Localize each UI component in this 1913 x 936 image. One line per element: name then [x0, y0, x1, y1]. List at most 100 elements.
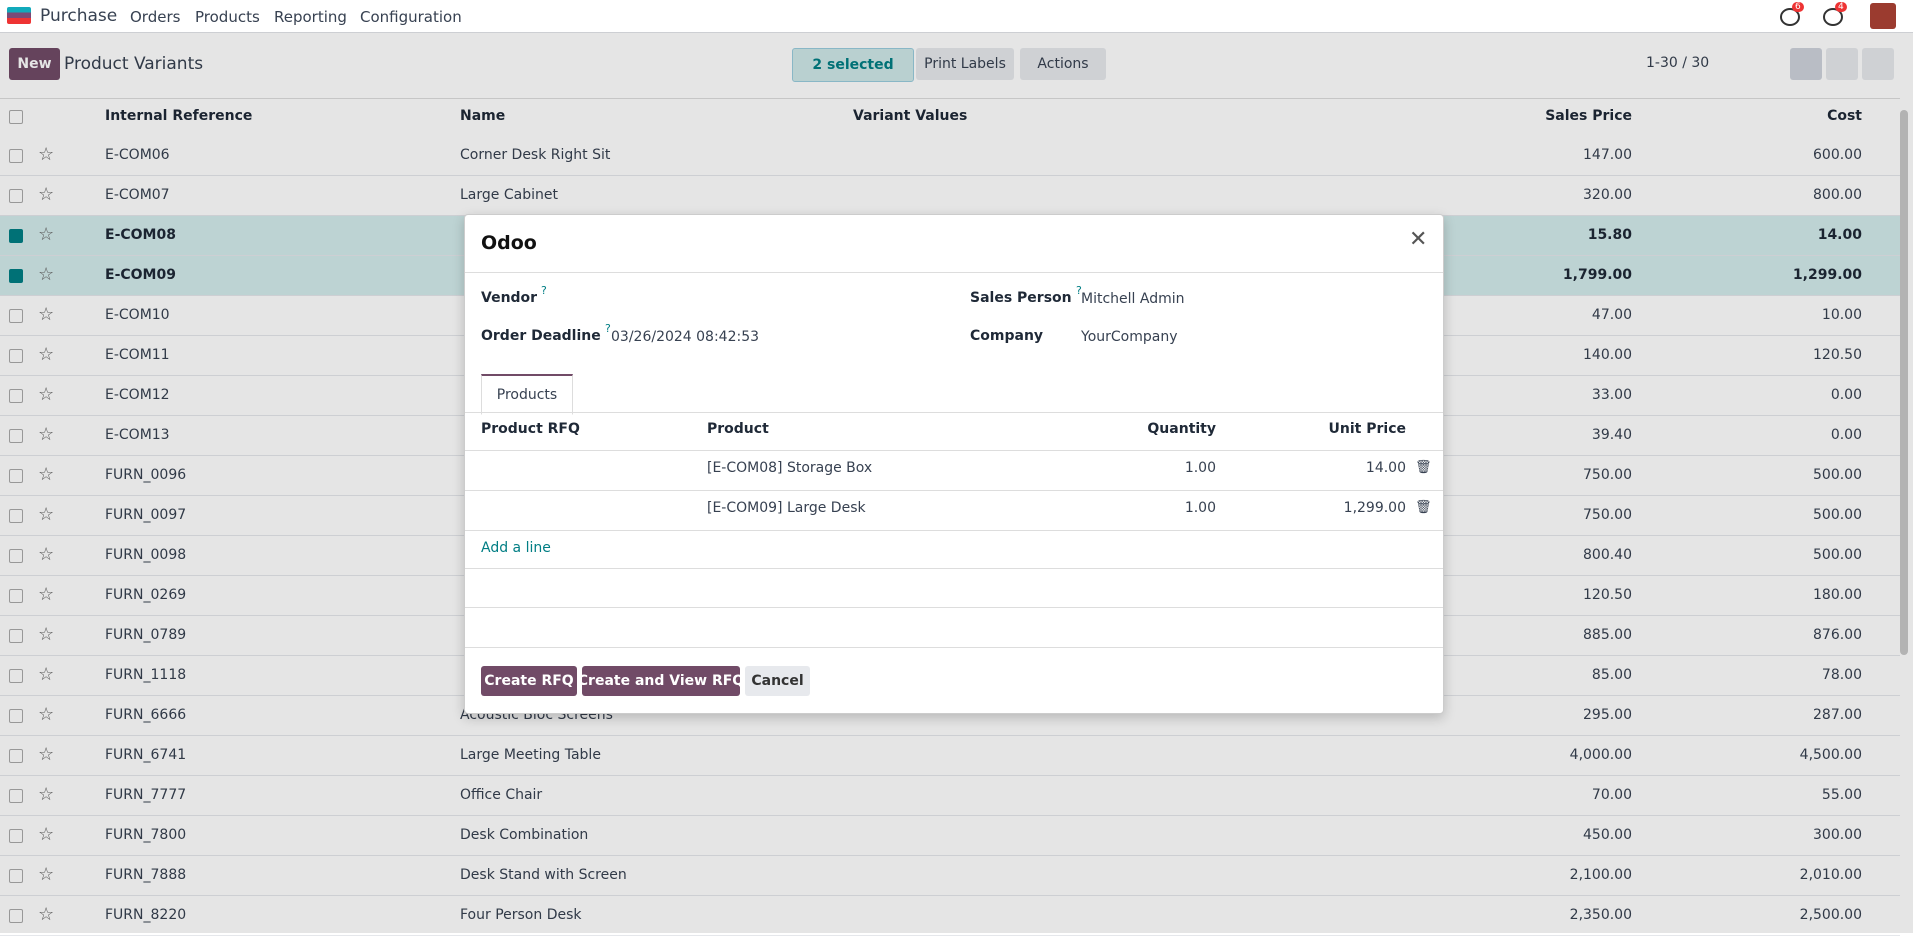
- delete-line[interactable]: 🗑: [1415, 460, 1432, 475]
- row-checkbox[interactable]: [9, 149, 23, 163]
- table-row[interactable]: [0, 816, 1900, 856]
- line-product[interactable]: [E-COM09] Large Desk: [707, 500, 866, 516]
- activity-view[interactable]: [1862, 48, 1894, 80]
- row-checkbox[interactable]: [9, 189, 23, 203]
- row-border: [465, 450, 1443, 451]
- field-value[interactable]: YourCompany: [1081, 329, 1178, 345]
- row-checkbox[interactable]: [9, 909, 23, 923]
- favorite-star[interactable]: ☆: [38, 264, 55, 285]
- close-button[interactable]: ✕: [1409, 227, 1428, 252]
- favorite-star[interactable]: ☆: [38, 464, 55, 485]
- column-header[interactable]: Internal Reference: [105, 108, 253, 124]
- avatar[interactable]: [1870, 3, 1896, 29]
- favorite-star[interactable]: ☆: [38, 744, 55, 765]
- cell: FURN_7888: [105, 867, 187, 883]
- row-checkbox[interactable]: [9, 429, 23, 443]
- cell: 140.00: [1583, 347, 1632, 363]
- row-checkbox[interactable]: [9, 269, 23, 283]
- row-checkbox[interactable]: [9, 309, 23, 323]
- tab[interactable]: Products: [481, 374, 573, 415]
- favorite-star[interactable]: ☆: [38, 904, 55, 925]
- menu-item[interactable]: Orders: [130, 8, 181, 26]
- kanban-view[interactable]: [1826, 48, 1858, 80]
- help-tooltip[interactable]: ?: [541, 284, 547, 297]
- dialog-button[interactable]: Cancel: [745, 666, 810, 696]
- line-quantity[interactable]: 1.00: [1184, 460, 1216, 476]
- column-header: Product: [707, 421, 769, 437]
- add-line[interactable]: Add a line: [481, 540, 551, 556]
- table-row[interactable]: [0, 176, 1900, 216]
- line-price[interactable]: 1,299.00: [1343, 500, 1406, 516]
- list-view[interactable]: [1790, 48, 1822, 80]
- menu-item[interactable]: Products: [195, 8, 260, 26]
- field-value[interactable]: 03/26/2024 08:42:53: [611, 329, 760, 345]
- dialog: Odoo ✕ Vendor? Sales Person? Mitchell Admin O…: [464, 214, 1444, 714]
- row-checkbox[interactable]: [9, 549, 23, 563]
- favorite-star[interactable]: ☆: [38, 184, 55, 205]
- line-price[interactable]: 14.00: [1365, 460, 1406, 476]
- cell: E-COM13: [105, 427, 170, 443]
- cell: FURN_0098: [105, 547, 187, 563]
- favorite-star[interactable]: ☆: [38, 624, 55, 645]
- table-row[interactable]: [0, 856, 1900, 896]
- row-checkbox[interactable]: [9, 349, 23, 363]
- column-header[interactable]: Sales Price: [1545, 108, 1632, 124]
- row-checkbox[interactable]: [9, 589, 23, 603]
- field-value[interactable]: Mitchell Admin: [1081, 291, 1185, 307]
- favorite-star[interactable]: ☆: [38, 144, 55, 165]
- actions-button[interactable]: Actions: [1020, 48, 1106, 80]
- field-label: Company: [970, 328, 1044, 344]
- cell: Large Meeting Table: [460, 747, 601, 763]
- dialog-button[interactable]: Create and View RFQ: [578, 666, 744, 696]
- selected-badge[interactable]: 2 selected: [792, 48, 914, 82]
- row-checkbox[interactable]: [9, 669, 23, 683]
- table-row[interactable]: [0, 736, 1900, 776]
- systray-icon[interactable]: [1823, 8, 1843, 26]
- column-header[interactable]: Variant Values: [853, 108, 968, 124]
- favorite-star[interactable]: ☆: [38, 824, 55, 845]
- column-header[interactable]: Cost: [1827, 108, 1862, 124]
- help-tooltip[interactable]: ?: [605, 322, 611, 335]
- favorite-star[interactable]: ☆: [38, 784, 55, 805]
- favorite-star[interactable]: ☆: [38, 344, 55, 365]
- dialog-button[interactable]: Create RFQ: [481, 666, 577, 696]
- row-checkbox[interactable]: [9, 749, 23, 763]
- line-product[interactable]: [E-COM08] Storage Box: [707, 460, 873, 476]
- row-checkbox[interactable]: [9, 709, 23, 723]
- favorite-star[interactable]: ☆: [38, 664, 55, 685]
- favorite-star[interactable]: ☆: [38, 704, 55, 725]
- favorite-star[interactable]: ☆: [38, 304, 55, 325]
- menu-item[interactable]: Reporting: [274, 8, 347, 26]
- systray-icon[interactable]: [1780, 8, 1800, 26]
- line-quantity[interactable]: 1.00: [1184, 500, 1216, 516]
- new-button[interactable]: New: [9, 48, 60, 80]
- app-name[interactable]: Purchase: [40, 6, 118, 26]
- favorite-star[interactable]: ☆: [38, 864, 55, 885]
- favorite-star[interactable]: ☆: [38, 384, 55, 405]
- cell: Four Person Desk: [460, 907, 582, 923]
- row-checkbox[interactable]: [9, 389, 23, 403]
- favorite-star[interactable]: ☆: [38, 504, 55, 525]
- row-border: [465, 490, 1443, 491]
- navbar: [0, 0, 1913, 33]
- row-checkbox[interactable]: [9, 789, 23, 803]
- row-checkbox[interactable]: [9, 229, 23, 243]
- table-row[interactable]: [0, 136, 1900, 176]
- row-checkbox[interactable]: [9, 469, 23, 483]
- row-checkbox[interactable]: [9, 629, 23, 643]
- menu-item[interactable]: Configuration: [360, 8, 462, 26]
- row-checkbox[interactable]: [9, 829, 23, 843]
- column-header[interactable]: Name: [460, 108, 506, 124]
- help-tooltip[interactable]: ?: [1076, 284, 1082, 297]
- favorite-star[interactable]: ☆: [38, 224, 55, 245]
- select-all[interactable]: [9, 110, 23, 124]
- favorite-star[interactable]: ☆: [38, 544, 55, 565]
- badge: 4: [1835, 2, 1847, 12]
- print-button[interactable]: Print Labels: [916, 48, 1014, 80]
- favorite-star[interactable]: ☆: [38, 424, 55, 445]
- table-row[interactable]: [0, 776, 1900, 816]
- delete-line[interactable]: 🗑: [1415, 500, 1432, 515]
- row-checkbox[interactable]: [9, 509, 23, 523]
- row-checkbox[interactable]: [9, 869, 23, 883]
- favorite-star[interactable]: ☆: [38, 584, 55, 605]
